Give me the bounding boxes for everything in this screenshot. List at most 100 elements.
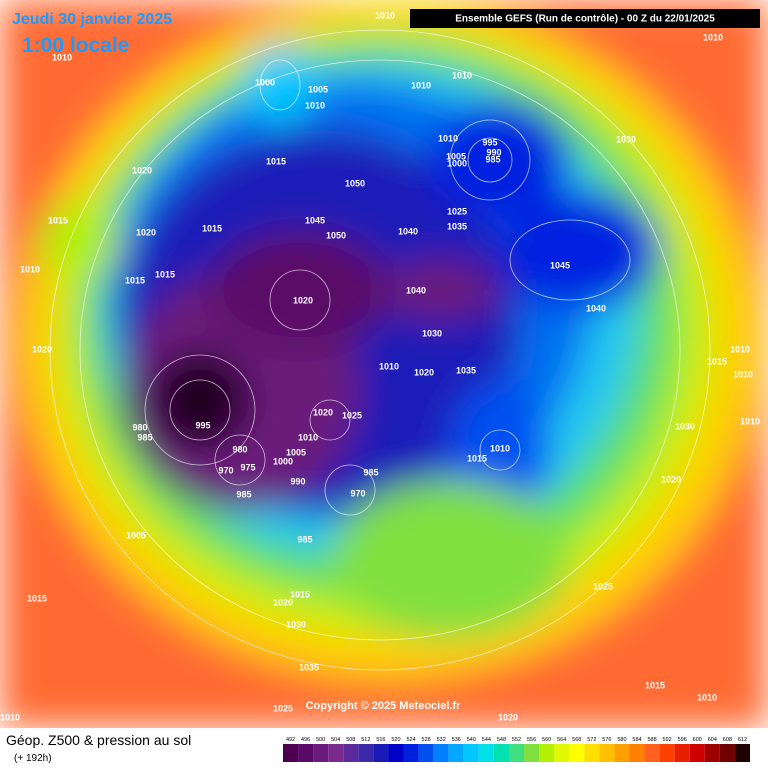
local-time: 1:00 locale <box>22 34 129 57</box>
scale-label: 604 <box>708 737 717 743</box>
isobar-label: 1025 <box>447 206 467 216</box>
scale-label: 532 <box>437 737 446 743</box>
isobar-label: 1025 <box>593 581 613 591</box>
scale-label: 520 <box>391 737 400 743</box>
scale-swatch <box>463 744 479 762</box>
scale-swatch <box>659 744 675 762</box>
isobar-label: 1040 <box>398 226 418 236</box>
isobar-label: 1000 <box>447 158 467 168</box>
scale-swatch <box>478 744 494 762</box>
scale-label: 612 <box>738 737 747 743</box>
isobar-label: 1015 <box>202 223 222 233</box>
run-banner <box>410 9 760 28</box>
isobar-label: 1010 <box>20 264 40 274</box>
scale-swatch <box>554 744 570 762</box>
isobar-label: 1005 <box>126 530 146 540</box>
scale-swatch <box>704 744 720 762</box>
isobar-label: 1040 <box>406 285 426 295</box>
isobar-label: 1010 <box>411 80 431 90</box>
isobar-label: 1020 <box>498 712 518 722</box>
isobar-label: 1015 <box>155 269 175 279</box>
isobar-label: 985 <box>363 467 378 477</box>
scale-swatch <box>418 744 434 762</box>
scale-swatch <box>689 744 705 762</box>
scale-label: 580 <box>617 737 626 743</box>
isobar-label: 985 <box>137 432 152 442</box>
scale-swatch <box>358 744 374 762</box>
scale-label: 548 <box>497 737 506 743</box>
isobar-label: 1015 <box>27 593 47 603</box>
scale-label: 568 <box>572 737 581 743</box>
scale-swatch <box>388 744 404 762</box>
scale-swatch <box>644 744 660 762</box>
isobar-label: 975 <box>240 462 255 472</box>
isobar-label: 990 <box>486 147 501 157</box>
isobar-label: 1005 <box>446 151 466 161</box>
scale-swatch <box>493 744 509 762</box>
scale-label: 600 <box>693 737 702 743</box>
isobar-label: 1050 <box>345 178 365 188</box>
scale-label: 588 <box>647 737 656 743</box>
isobar-label: 1015 <box>266 156 286 166</box>
scale-label: 584 <box>632 737 641 743</box>
isobar-label: 1015 <box>48 215 68 225</box>
scale-label: 560 <box>542 737 551 743</box>
isobar-label: 1045 <box>550 260 570 270</box>
isobar-label: 1010 <box>740 416 760 426</box>
isobar-label: 1015 <box>290 589 310 599</box>
isobar-label: 1030 <box>675 421 695 431</box>
scale-label: 508 <box>346 737 355 743</box>
scale-swatch <box>674 744 690 762</box>
isobar-label: 1020 <box>313 407 333 417</box>
isobar-label: 970 <box>218 465 233 475</box>
isobar-label: 990 <box>290 476 305 486</box>
scale-swatch <box>448 744 464 762</box>
scale-swatch <box>614 744 630 762</box>
scale-swatch <box>569 744 585 762</box>
scale-swatch <box>283 744 299 762</box>
isobars <box>49 29 711 671</box>
isobar-label: 1010 <box>52 52 72 62</box>
scale-label: 552 <box>512 737 521 743</box>
isobar-label: 1000 <box>255 77 275 87</box>
isobar-label: 1010 <box>733 369 753 379</box>
isobar-label: 1005 <box>308 84 328 94</box>
date: Jeudi 30 janvier 2025 <box>12 11 172 28</box>
scale-label: 596 <box>678 737 687 743</box>
isobar-label: 995 <box>195 420 210 430</box>
scale-swatch <box>539 744 555 762</box>
isobar-label: 1015 <box>467 453 487 463</box>
isobar-label: 1000 <box>273 456 293 466</box>
isobar-label: 1030 <box>286 619 306 629</box>
footer-title: Géop. Z500 & pression au sol <box>6 732 191 748</box>
isobar-label: 1015 <box>125 275 145 285</box>
scale-label: 536 <box>452 737 461 743</box>
isobar-label: 1010 <box>452 70 472 80</box>
scale-swatch <box>599 744 615 762</box>
isobar-label: 1045 <box>305 215 325 225</box>
isobar-label: 970 <box>350 488 365 498</box>
scale-swatch <box>524 744 540 762</box>
isobar-label: 1010 <box>438 133 458 143</box>
isobar-label: 1030 <box>422 328 442 338</box>
isobar-label: 1020 <box>661 474 681 484</box>
isobar-label: 985 <box>236 489 251 499</box>
scale-swatch <box>313 744 329 762</box>
scale-label: 564 <box>557 737 566 743</box>
isobar-label: 1010 <box>490 443 510 453</box>
isobar-label: 1025 <box>342 410 362 420</box>
isobar-label: 1020 <box>293 295 313 305</box>
scale-label: 500 <box>316 737 325 743</box>
isobar-label: 1035 <box>456 365 476 375</box>
scale-swatch <box>343 744 359 762</box>
scale-swatch <box>373 744 389 762</box>
scale-label: 512 <box>361 737 370 743</box>
isobar-label: 1035 <box>299 662 319 672</box>
scale-label: 544 <box>482 737 491 743</box>
scale-swatch <box>629 744 645 762</box>
lead-time: (+ 192h) <box>14 753 52 764</box>
scale-label: 608 <box>723 737 732 743</box>
copyright: Copyright © 2025 Meteociel.fr <box>306 700 462 712</box>
run-info: Ensemble GEFS (Run de contrôle) - 00 Z d… <box>455 14 715 25</box>
scale-swatch <box>433 744 449 762</box>
